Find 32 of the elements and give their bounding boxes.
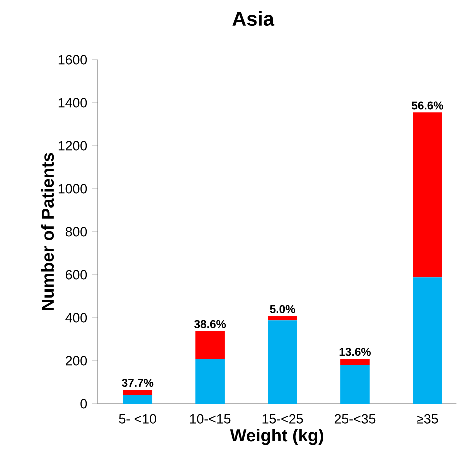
bar — [123, 390, 153, 396]
x-axis-title: Weight (kg) — [230, 428, 324, 446]
x-tick-label: 10-<15 — [190, 414, 231, 424]
y-tick-label: 1000 — [58, 184, 88, 194]
x-tick-label: 25-<35 — [334, 414, 376, 424]
bar — [268, 316, 298, 321]
bar — [123, 395, 153, 404]
x-tick-label: ≥35 — [417, 414, 438, 424]
x-tick-label: 5- <10 — [119, 414, 156, 424]
y-tick-label: 400 — [66, 313, 88, 323]
bar — [340, 365, 370, 404]
y-tick-label: 1200 — [58, 141, 88, 151]
annotation: 37.7% — [122, 379, 154, 388]
bar — [413, 278, 442, 404]
y-tick-label: 200 — [66, 356, 88, 366]
y-tick-label: 600 — [66, 270, 88, 280]
y-tick-label: 1600 — [58, 55, 88, 65]
bar — [340, 359, 370, 366]
bar — [196, 331, 225, 360]
annotation: 13.6% — [340, 348, 371, 356]
y-tick-label: 0 — [80, 399, 88, 409]
y-tick-label: 800 — [66, 227, 88, 237]
bar — [196, 359, 225, 404]
y-tick-label: 1400 — [58, 98, 88, 108]
chart-title: Asia — [232, 11, 275, 26]
annotation: 56.6% — [412, 102, 444, 110]
annotation: 38.6% — [194, 320, 226, 328]
bar — [413, 112, 442, 278]
y-axis-title: Number of Patients — [41, 153, 54, 310]
x-tick-label: 15-<25 — [262, 414, 304, 424]
annotation: 5.0% — [270, 305, 296, 314]
bar — [268, 320, 298, 404]
